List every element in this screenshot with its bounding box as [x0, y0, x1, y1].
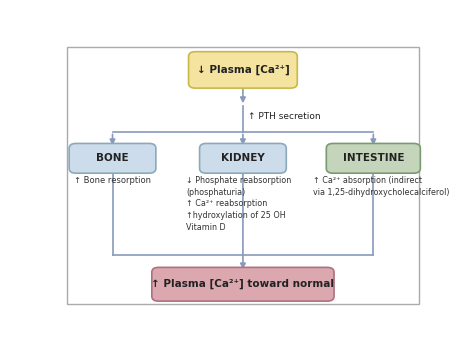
FancyBboxPatch shape: [69, 143, 156, 173]
Text: ↑ Plasma [Ca²⁺] toward normal: ↑ Plasma [Ca²⁺] toward normal: [151, 279, 335, 290]
FancyBboxPatch shape: [326, 143, 420, 173]
Text: ↓ Plasma [Ca²⁺]: ↓ Plasma [Ca²⁺]: [197, 65, 289, 75]
FancyBboxPatch shape: [152, 267, 334, 301]
Text: ↑ Ca²⁺ absorption (indirect
via 1,25-dihydroxycholecalciferol): ↑ Ca²⁺ absorption (indirect via 1,25-dih…: [313, 176, 449, 197]
Text: BONE: BONE: [96, 153, 129, 163]
Text: ↑ Bone resorption: ↑ Bone resorption: [74, 176, 151, 185]
FancyBboxPatch shape: [66, 47, 419, 304]
FancyBboxPatch shape: [189, 52, 297, 88]
Text: KIDNEY: KIDNEY: [221, 153, 265, 163]
Text: ↓ Phosphate reabsorption
(phosphaturia)
↑ Ca²⁺ reabsorption
↑hydroxylation of 25: ↓ Phosphate reabsorption (phosphaturia) …: [186, 176, 291, 232]
FancyBboxPatch shape: [200, 143, 286, 173]
Text: ↑ PTH secretion: ↑ PTH secretion: [248, 112, 321, 121]
Text: INTESTINE: INTESTINE: [343, 153, 404, 163]
